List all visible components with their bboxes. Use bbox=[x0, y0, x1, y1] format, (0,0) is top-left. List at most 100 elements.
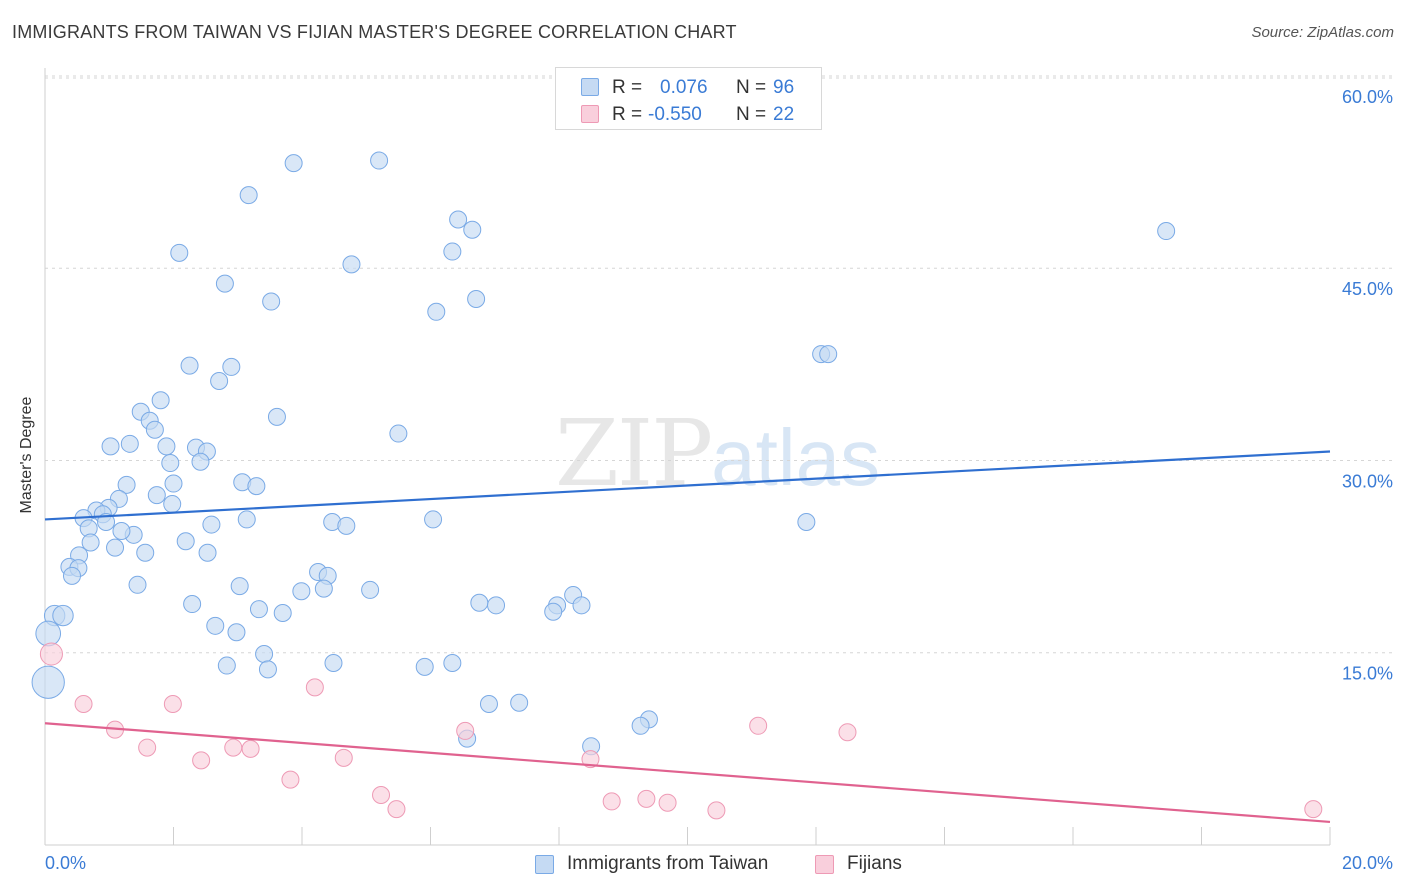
fijian-point bbox=[581, 750, 600, 769]
watermark-atlas: atlas bbox=[711, 413, 881, 502]
taiwan-point bbox=[237, 510, 256, 529]
taiwan-point bbox=[161, 454, 180, 473]
taiwan-point bbox=[106, 538, 125, 557]
taiwan-point bbox=[544, 602, 563, 621]
taiwan-point bbox=[227, 623, 246, 642]
fijian-point bbox=[658, 793, 677, 812]
taiwan-point bbox=[470, 593, 489, 612]
taiwan-point bbox=[217, 656, 236, 675]
taiwan-point bbox=[797, 513, 816, 531]
source-credit: Source: ZipAtlas.com bbox=[1251, 24, 1394, 41]
legend-n-label: N = bbox=[736, 104, 767, 125]
tick-labels: 0.0% 20.0% 15.0% 30.0% 45.0% 60.0% bbox=[45, 87, 1393, 873]
gridlines bbox=[45, 75, 1393, 654]
legend-swatch-taiwan bbox=[581, 78, 599, 96]
taiwan-point bbox=[81, 533, 100, 552]
fijian-point bbox=[456, 721, 475, 740]
taiwan-point bbox=[389, 424, 408, 443]
trend-lines bbox=[44, 450, 1331, 824]
taiwan-point bbox=[342, 255, 361, 274]
legend-row-taiwan: R = 0.076 N = 96 bbox=[556, 74, 821, 100]
fijian-point bbox=[1304, 800, 1323, 819]
taiwan-point bbox=[249, 600, 268, 619]
legend-row-fijians: R = -0.550 N = 22 bbox=[556, 101, 821, 127]
taiwan-point bbox=[31, 665, 65, 699]
taiwan-point bbox=[151, 391, 170, 410]
taiwan-point bbox=[510, 693, 529, 712]
taiwan-point bbox=[180, 356, 199, 375]
fijian-point bbox=[281, 770, 300, 789]
y-tick-label: 30.0% bbox=[1342, 471, 1393, 491]
taiwan-point bbox=[449, 210, 468, 229]
fijian-point bbox=[749, 716, 768, 735]
taiwan-trend-line bbox=[44, 450, 1331, 521]
taiwan-point bbox=[1157, 222, 1176, 241]
taiwan-point bbox=[415, 657, 434, 676]
taiwan-point bbox=[112, 521, 131, 540]
fijian-point bbox=[387, 800, 406, 819]
taiwan-point bbox=[443, 653, 462, 672]
data-points bbox=[31, 151, 1323, 820]
taiwan-point bbox=[101, 437, 120, 456]
taiwan-point bbox=[427, 302, 446, 321]
taiwan-point bbox=[267, 407, 286, 426]
taiwan-point bbox=[176, 532, 195, 551]
taiwan-point bbox=[273, 604, 292, 623]
taiwan-point bbox=[120, 434, 139, 453]
taiwan-point bbox=[230, 577, 249, 596]
taiwan-point bbox=[239, 186, 258, 205]
taiwan-point bbox=[128, 575, 147, 594]
taiwan-point bbox=[479, 695, 498, 714]
y-tick-label: 60.0% bbox=[1342, 87, 1393, 107]
taiwan-point bbox=[631, 716, 650, 735]
fijian-point bbox=[305, 678, 324, 697]
taiwan-point bbox=[191, 452, 210, 471]
fijian-point bbox=[637, 789, 656, 808]
legend-swatch-fijians bbox=[581, 105, 599, 123]
legend-label-taiwan: Immigrants from Taiwan bbox=[567, 853, 769, 874]
taiwan-point bbox=[572, 596, 591, 615]
taiwan-point bbox=[262, 292, 281, 311]
legend-swatch-taiwan bbox=[535, 855, 554, 874]
taiwan-point bbox=[370, 151, 389, 170]
taiwan-point bbox=[145, 420, 164, 439]
fijian-point bbox=[224, 738, 243, 757]
taiwan-point bbox=[163, 495, 182, 514]
fijian-point bbox=[138, 738, 157, 757]
x-tick-label-min: 0.0% bbox=[45, 853, 86, 873]
fijian-point bbox=[192, 751, 211, 770]
correlation-legend: R = 0.076 N = 96 R = -0.550 N = 22 bbox=[555, 67, 822, 130]
legend-r-label: R = bbox=[612, 104, 643, 125]
taiwan-point bbox=[206, 616, 225, 635]
fijian-point bbox=[334, 748, 353, 767]
fijian-point bbox=[838, 723, 857, 742]
taiwan-point bbox=[35, 620, 62, 647]
legend-swatch-fijians bbox=[815, 855, 834, 874]
fijian-point bbox=[241, 739, 260, 758]
taiwan-point bbox=[147, 486, 166, 505]
legend-n-value: 96 bbox=[773, 77, 795, 98]
fijian-point bbox=[372, 786, 391, 805]
x-tick-label-max: 20.0% bbox=[1342, 853, 1393, 873]
legend-n-label: N = bbox=[736, 77, 767, 98]
taiwan-point bbox=[183, 595, 202, 614]
fijian-point bbox=[74, 695, 93, 714]
chart-title: IMMIGRANTS FROM TAIWAN VS FIJIAN MASTER'… bbox=[12, 22, 737, 42]
taiwan-point bbox=[819, 345, 838, 364]
taiwan-point bbox=[164, 474, 183, 493]
legend-n-value: 22 bbox=[773, 104, 795, 125]
taiwan-point bbox=[117, 475, 136, 494]
taiwan-point bbox=[210, 372, 229, 391]
axes bbox=[44, 68, 1330, 846]
legend-r-value: -0.550 bbox=[648, 104, 702, 125]
taiwan-point bbox=[62, 566, 81, 585]
taiwan-point bbox=[443, 242, 462, 261]
legend-r-value: 0.076 bbox=[660, 77, 708, 98]
taiwan-point bbox=[314, 579, 333, 598]
taiwan-point bbox=[170, 243, 189, 262]
y-tick-label: 15.0% bbox=[1342, 664, 1393, 684]
taiwan-point bbox=[52, 604, 74, 627]
taiwan-point bbox=[247, 477, 266, 496]
taiwan-point bbox=[324, 653, 343, 672]
